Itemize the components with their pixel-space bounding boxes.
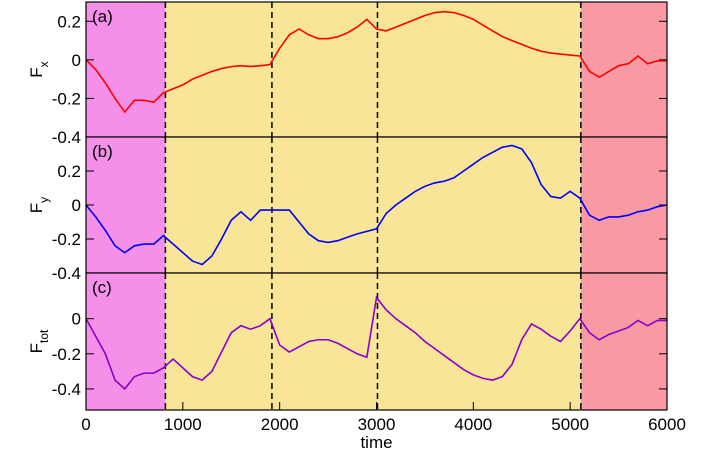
y-tick-label: -0.4 bbox=[52, 264, 81, 283]
data-line bbox=[85, 144, 668, 266]
region bbox=[86, 2, 166, 137]
x-tick-label: 1000 bbox=[164, 415, 202, 434]
x-tick-label: 6000 bbox=[648, 415, 686, 434]
region bbox=[165, 273, 581, 410]
y-axis-label-subscript: tot bbox=[37, 329, 51, 343]
y-tick-label: 0 bbox=[72, 51, 81, 70]
x-tick-label: 2000 bbox=[261, 415, 299, 434]
y-tick-label: 0 bbox=[72, 310, 81, 329]
y-tick-label: -0.4 bbox=[52, 380, 81, 399]
y-axis-label-subscript: y bbox=[37, 197, 51, 203]
region bbox=[165, 2, 581, 137]
y-tick-label: 0.2 bbox=[57, 12, 81, 31]
y-tick-label: 0.2 bbox=[57, 162, 81, 181]
y-tick-label: -0.4 bbox=[52, 128, 81, 147]
y-axis-label: Fx bbox=[27, 61, 51, 77]
x-tick-label: 3000 bbox=[358, 415, 396, 434]
x-tick-label: 4000 bbox=[454, 415, 492, 434]
region bbox=[580, 273, 667, 410]
x-axis-label: time bbox=[360, 433, 392, 452]
panel-label: (a) bbox=[92, 7, 113, 26]
x-tick-label: 0 bbox=[81, 415, 90, 434]
y-tick-label: -0.2 bbox=[52, 230, 81, 249]
y-axis-label-subscript: x bbox=[37, 61, 51, 67]
region bbox=[580, 137, 667, 273]
y-axis-label-main: F bbox=[27, 343, 46, 353]
y-axis-label-main: F bbox=[27, 203, 46, 213]
region bbox=[165, 137, 581, 273]
y-axis-label: Fy bbox=[27, 197, 51, 213]
y-tick-label: -0.2 bbox=[52, 345, 81, 364]
panel-label: (c) bbox=[92, 278, 112, 297]
y-axis-label: Ftot bbox=[27, 329, 51, 353]
region bbox=[580, 2, 667, 137]
panel-label: (b) bbox=[92, 142, 113, 161]
y-tick-label: -0.2 bbox=[52, 89, 81, 108]
region bbox=[86, 137, 166, 273]
data-line bbox=[85, 295, 667, 391]
data-line bbox=[85, 10, 667, 114]
x-tick-label: 5000 bbox=[551, 415, 589, 434]
y-axis-label-main: F bbox=[27, 67, 46, 77]
y-tick-label: 0 bbox=[72, 196, 81, 215]
